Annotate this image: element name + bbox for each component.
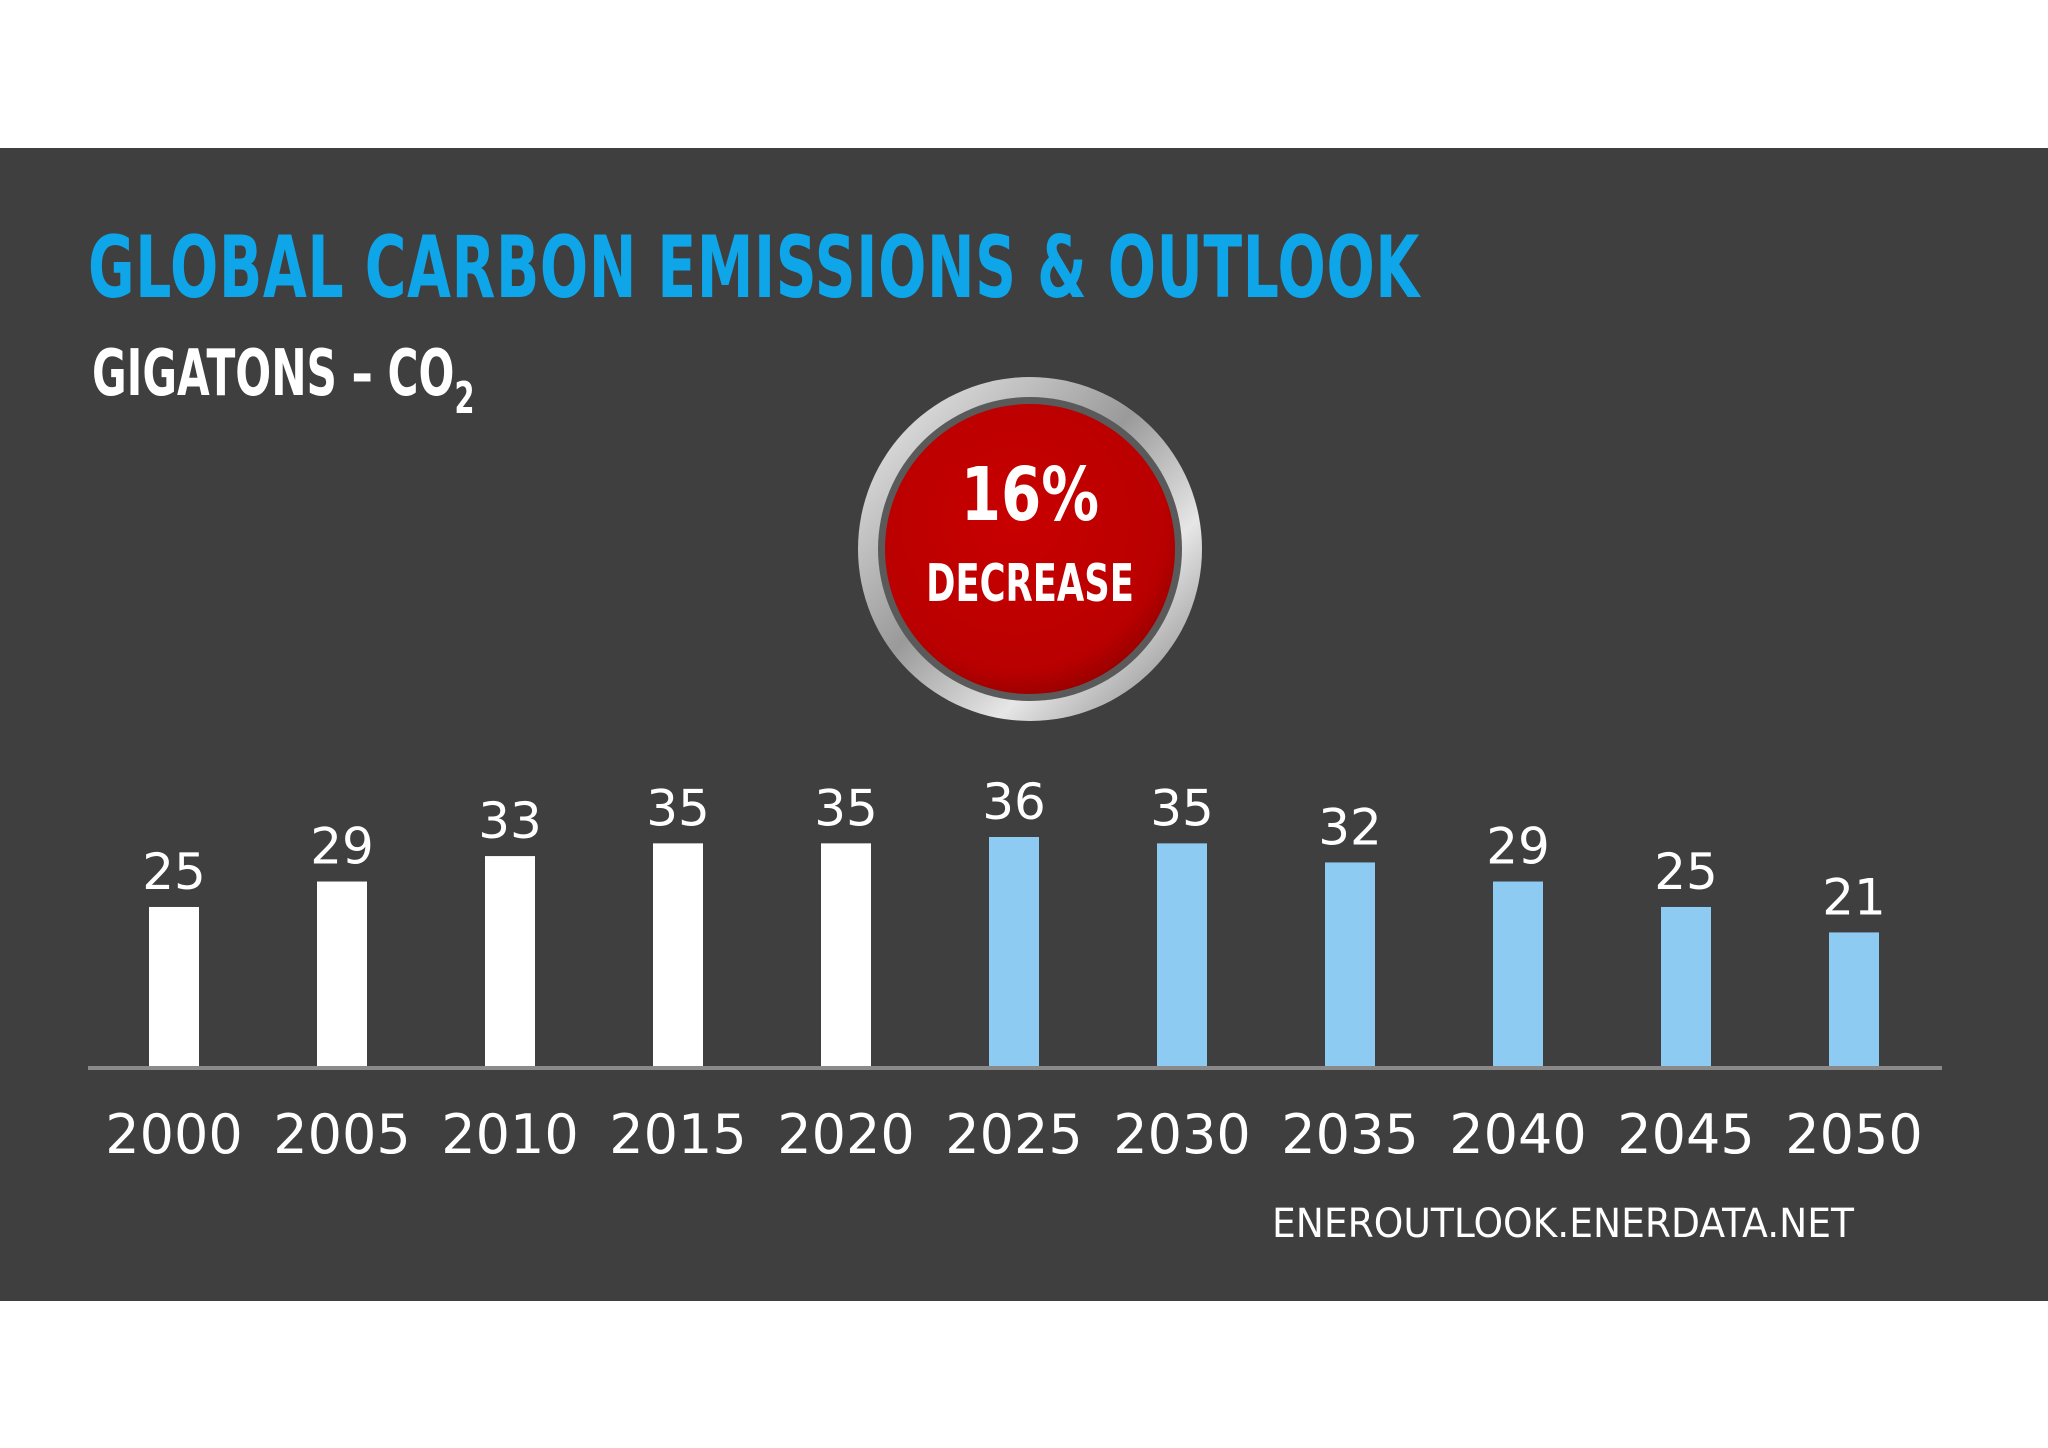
decrease-badge: 16% DECREASE bbox=[858, 377, 1202, 721]
value-labels-group: 25 29 33 35 35 36 35 32 29 25 21 bbox=[142, 773, 1886, 926]
source-credit: ENEROUTLOOK.ENERDATA.NET bbox=[1272, 1201, 1855, 1247]
value-label-2040: 29 bbox=[1486, 818, 1550, 876]
bar-2015 bbox=[653, 843, 703, 1066]
bar-2035 bbox=[1325, 862, 1375, 1066]
tick-label-2050: 2050 bbox=[1785, 1103, 1922, 1166]
tick-labels-group: 2000 2005 2010 2015 2020 2025 2030 2035 2040 2045… bbox=[105, 1103, 1922, 1166]
value-label-2050: 21 bbox=[1822, 868, 1886, 926]
bar-2030 bbox=[1157, 843, 1207, 1066]
bar-2000 bbox=[149, 906, 199, 1066]
value-label-2020: 35 bbox=[814, 779, 878, 837]
chart-title: GLOBAL CARBON EMISSIONS & OUTLOOK bbox=[88, 218, 1421, 318]
tick-label-2045: 2045 bbox=[1617, 1103, 1754, 1166]
tick-label-2020: 2020 bbox=[777, 1103, 914, 1166]
value-label-2005: 29 bbox=[310, 818, 374, 876]
bar-2010 bbox=[485, 856, 535, 1066]
tick-label-2005: 2005 bbox=[273, 1103, 410, 1166]
bar-2050 bbox=[1829, 932, 1879, 1066]
tick-label-2015: 2015 bbox=[609, 1103, 746, 1166]
tick-label-2025: 2025 bbox=[945, 1103, 1082, 1166]
subtitle-text: GIGATONS – CO bbox=[92, 337, 455, 411]
bar-2025 bbox=[989, 837, 1039, 1066]
value-label-2025: 36 bbox=[982, 773, 1046, 831]
value-label-2030: 35 bbox=[1150, 779, 1214, 837]
chart-subtitle: GIGATONS – CO2 bbox=[92, 336, 475, 437]
bar-2040 bbox=[1493, 881, 1543, 1066]
tick-label-2000: 2000 bbox=[105, 1103, 242, 1166]
value-label-2045: 25 bbox=[1654, 843, 1718, 901]
tick-label-2030: 2030 bbox=[1113, 1103, 1250, 1166]
tick-label-2040: 2040 bbox=[1449, 1103, 1586, 1166]
badge-disc bbox=[885, 404, 1175, 694]
value-label-2035: 32 bbox=[1318, 798, 1382, 856]
value-label-2000: 25 bbox=[142, 843, 206, 901]
bars-group bbox=[149, 837, 1879, 1066]
bar-2005 bbox=[317, 881, 367, 1066]
tick-label-2010: 2010 bbox=[441, 1103, 578, 1166]
bar-2020 bbox=[821, 843, 871, 1066]
tick-label-2035: 2035 bbox=[1281, 1103, 1418, 1166]
subtitle-subscript: 2 bbox=[454, 373, 475, 424]
value-label-2015: 35 bbox=[646, 779, 710, 837]
badge-value: 16% bbox=[961, 451, 1099, 538]
chart-panel bbox=[0, 148, 2048, 1301]
bar-2045 bbox=[1661, 906, 1711, 1066]
badge-label: DECREASE bbox=[926, 554, 1134, 614]
value-label-2010: 33 bbox=[478, 792, 542, 850]
